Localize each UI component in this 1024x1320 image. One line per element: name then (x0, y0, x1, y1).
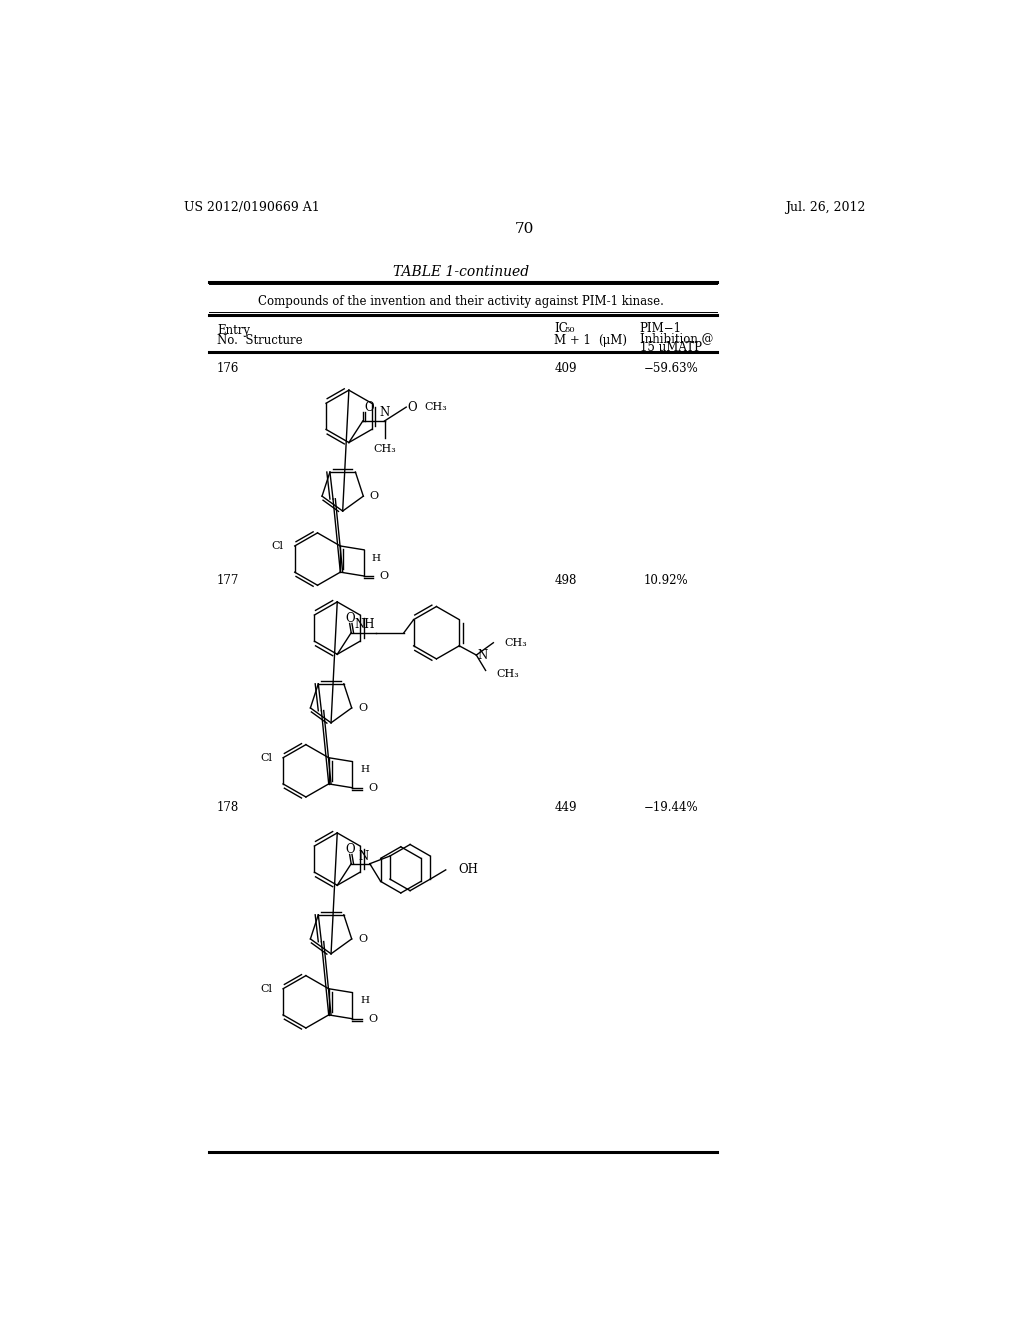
Text: TABLE 1-continued: TABLE 1-continued (393, 264, 529, 279)
Text: N: N (380, 407, 390, 420)
Text: 50: 50 (564, 326, 574, 334)
Text: Entry: Entry (217, 323, 250, 337)
Text: 15 μMATP: 15 μMATP (640, 341, 701, 354)
Text: O: O (408, 400, 418, 413)
Text: O: O (346, 612, 355, 626)
Text: O: O (365, 400, 374, 413)
Text: H: H (372, 553, 381, 562)
Text: Cl: Cl (260, 752, 272, 763)
Text: Jul. 26, 2012: Jul. 26, 2012 (785, 201, 866, 214)
Text: Cl: Cl (271, 541, 284, 550)
Text: N: N (358, 850, 369, 863)
Text: 176: 176 (217, 363, 240, 375)
Text: Compounds of the invention and their activity against PIM-1 kinase.: Compounds of the invention and their act… (258, 296, 665, 309)
Text: CH₃: CH₃ (504, 638, 527, 648)
Text: H: H (360, 997, 370, 1006)
Text: O: O (357, 704, 367, 713)
Text: −59.63%: −59.63% (643, 363, 698, 375)
Text: Inhibition @: Inhibition @ (640, 331, 713, 345)
Text: No.  Structure: No. Structure (217, 334, 303, 347)
Text: (μM): (μM) (598, 334, 627, 347)
Text: Cl: Cl (260, 983, 272, 994)
Text: CH₃: CH₃ (497, 668, 519, 678)
Text: OH: OH (458, 863, 478, 876)
Text: O: O (357, 935, 367, 944)
Text: O: O (370, 491, 379, 502)
Text: CH₃: CH₃ (373, 444, 396, 454)
Text: 498: 498 (554, 574, 577, 587)
Text: 177: 177 (217, 574, 240, 587)
Text: O: O (368, 1014, 377, 1024)
Text: NH: NH (354, 618, 375, 631)
Text: 10.92%: 10.92% (643, 574, 688, 587)
Text: N: N (477, 648, 487, 661)
Text: O: O (380, 572, 389, 581)
Text: O: O (346, 843, 355, 857)
Text: CH₃: CH₃ (425, 403, 447, 412)
Text: 409: 409 (554, 363, 577, 375)
Text: IC: IC (554, 322, 568, 335)
Text: −19.44%: −19.44% (643, 801, 698, 814)
Text: O: O (368, 783, 377, 793)
Text: 70: 70 (515, 222, 535, 235)
Text: 449: 449 (554, 801, 577, 814)
Text: US 2012/0190669 A1: US 2012/0190669 A1 (183, 201, 319, 214)
Text: H: H (360, 766, 370, 775)
Text: 178: 178 (217, 801, 240, 814)
Text: PIM−1: PIM−1 (640, 322, 682, 335)
Text: M + 1: M + 1 (554, 334, 591, 347)
